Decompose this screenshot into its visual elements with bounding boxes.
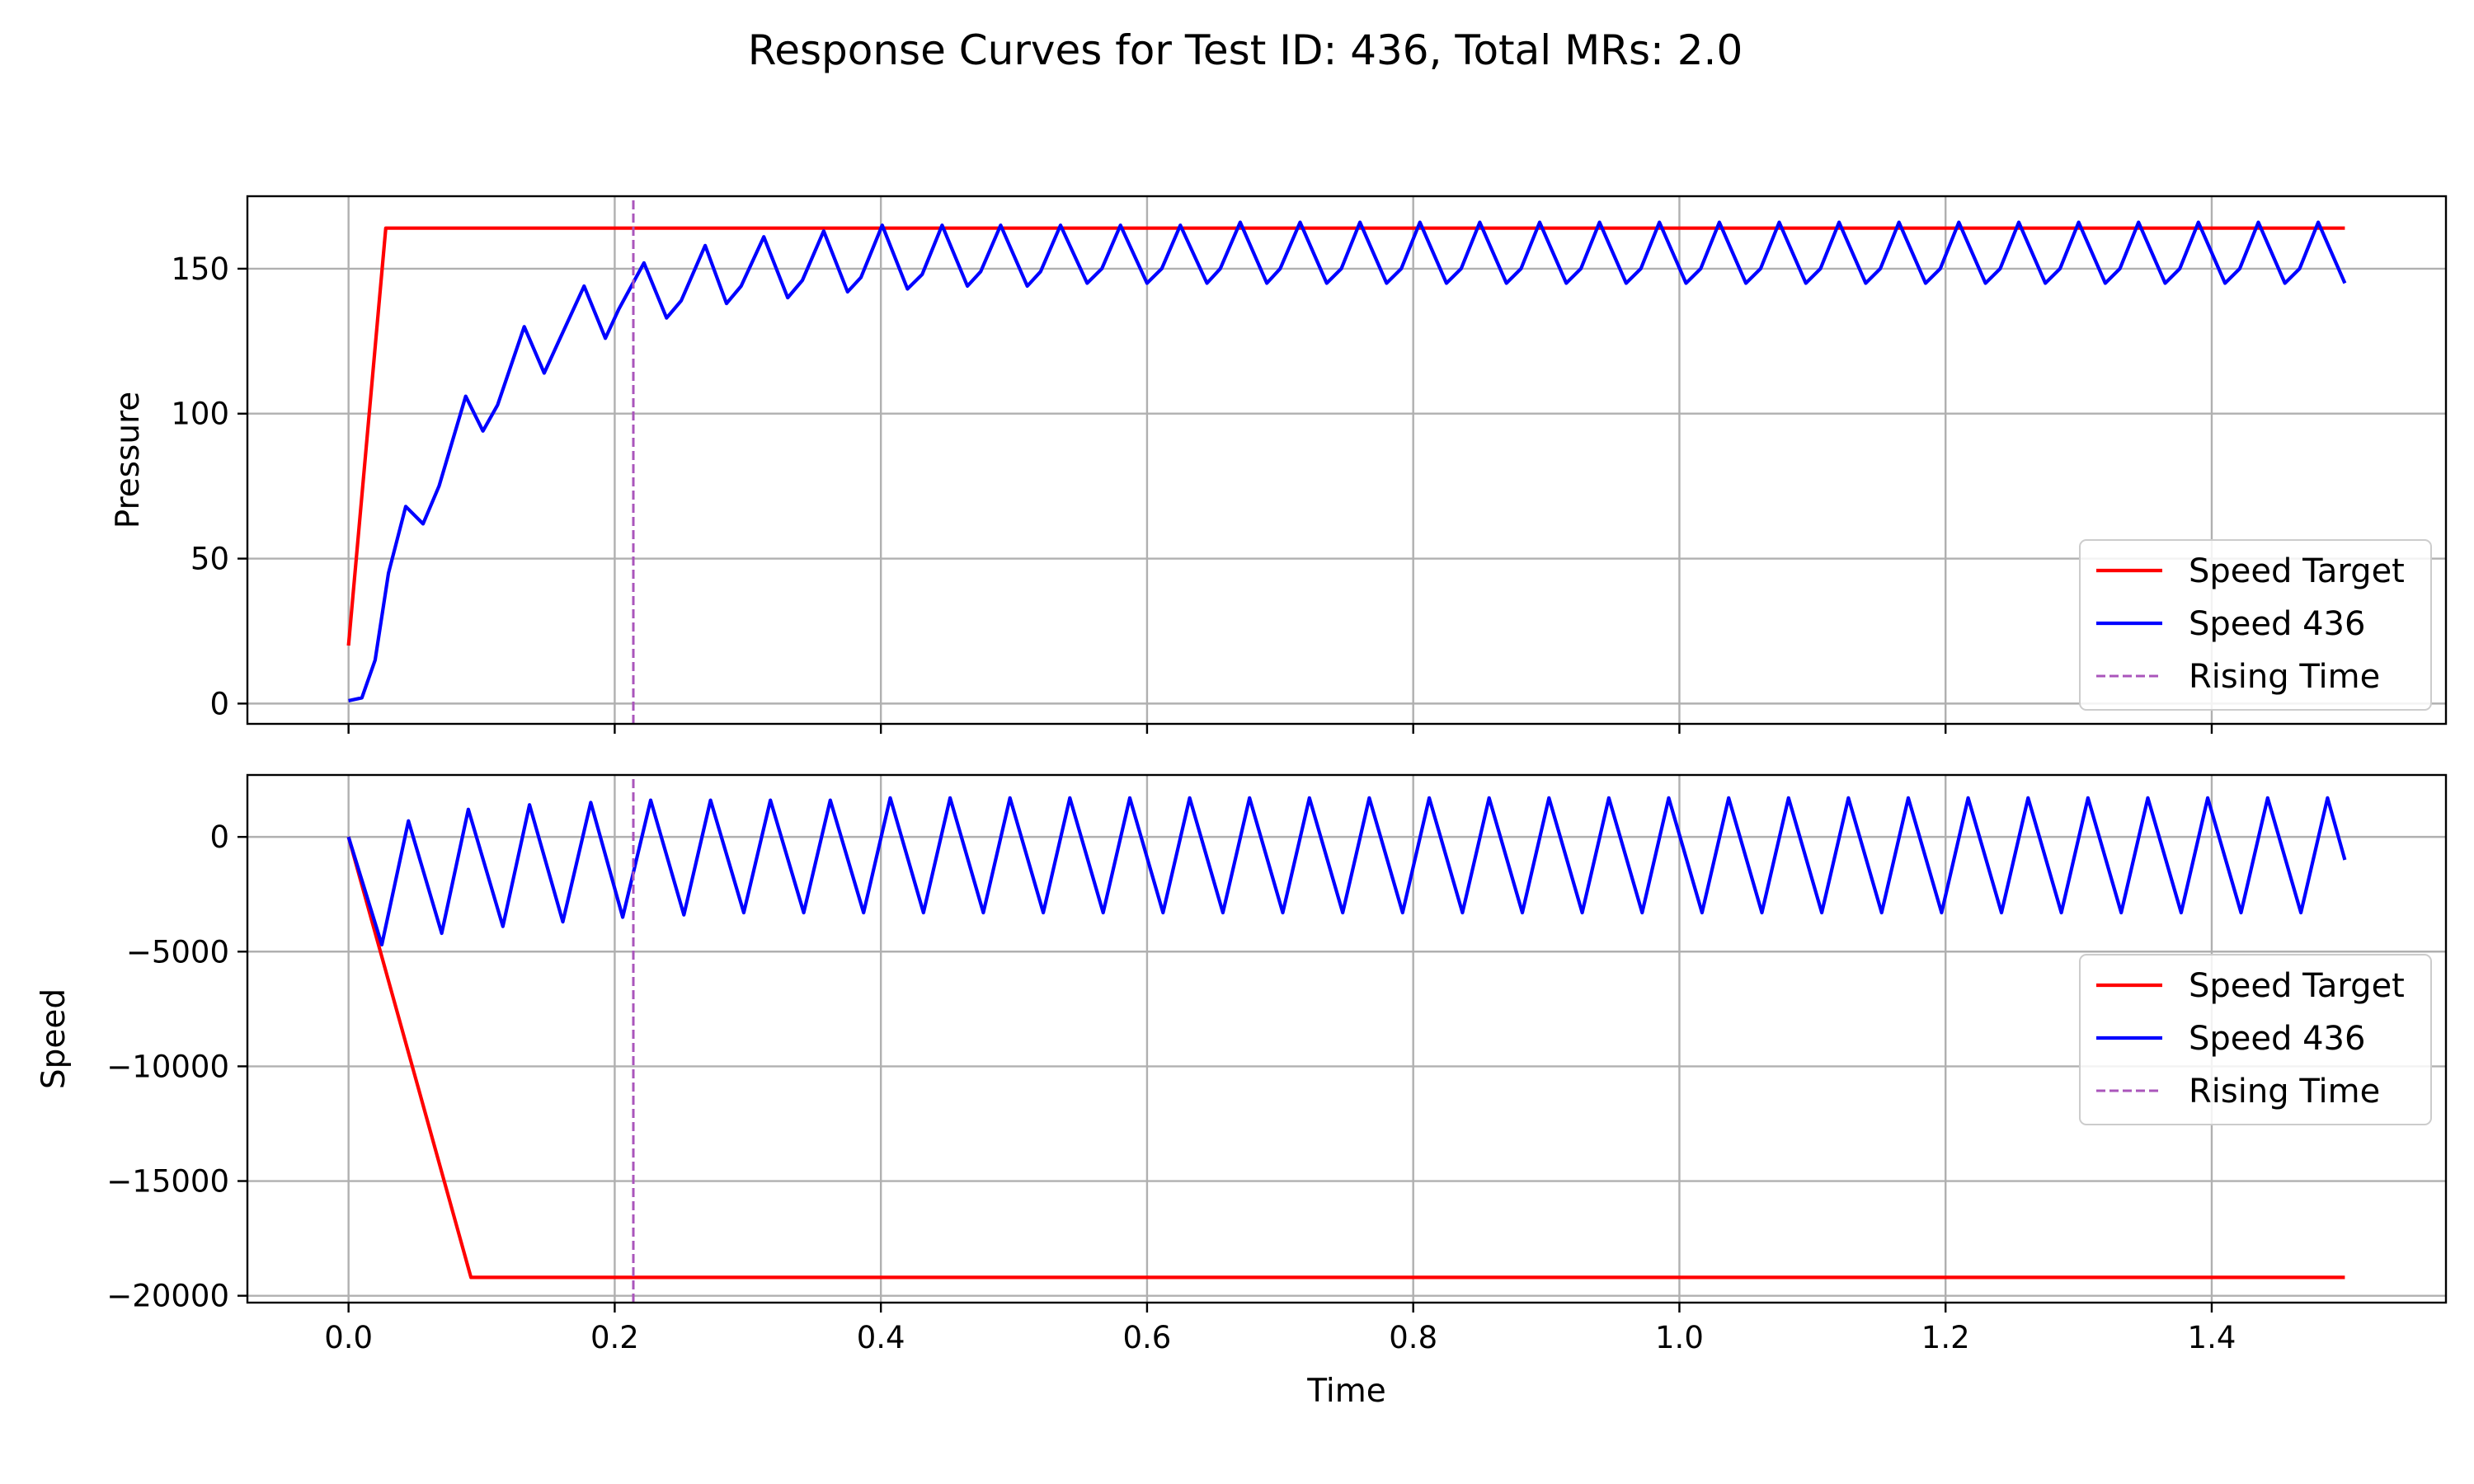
pressure-series-speed-436 xyxy=(348,220,2347,702)
speed-series-speed-target xyxy=(346,836,2345,1280)
figure-title: Response Curves for Test ID: 436, Total … xyxy=(748,26,1743,74)
subplots: 0 50 100 150 Pressure Speed Target Speed 436 Ri… xyxy=(35,195,2448,1410)
speed-series-speed-436 xyxy=(346,796,2347,947)
speed-y-tick-label: −5000 xyxy=(126,934,229,970)
speed-x-tick-label: 1.4 xyxy=(2188,1320,2236,1355)
speed-x-tick-label: 1.0 xyxy=(1655,1320,1704,1355)
pressure-legend: Speed Target Speed 436 Rising Time xyxy=(2079,539,2432,711)
speed-y-tick-label: −20000 xyxy=(106,1279,229,1314)
pressure-y-tick-label: 100 xyxy=(171,397,229,432)
pressure-subplot: 0 50 100 150 Pressure Speed Target Speed 436 Ri… xyxy=(110,195,2448,734)
pressure-series-speed-target xyxy=(346,226,2345,646)
pressure-y-tick-label: 0 xyxy=(209,686,229,721)
speed-legend-frame xyxy=(2079,954,2432,1125)
speed-legend-label: Rising Time xyxy=(2189,1073,2380,1111)
pressure-legend-frame xyxy=(2079,539,2432,711)
pressure-series-group xyxy=(346,196,2347,724)
pressure-y-tick-label: 50 xyxy=(190,542,229,577)
speed-axes-frame xyxy=(246,773,2448,1304)
pressure-y-axis-label: Pressure xyxy=(110,392,147,529)
pressure-legend-label: Speed Target xyxy=(2189,552,2405,590)
speed-x-tick-label: 0.2 xyxy=(590,1320,639,1355)
speed-y-tick-label: −15000 xyxy=(106,1164,229,1200)
speed-subplot: 0.0 0.2 0.4 0.6 0.8 1.0 1.2 1.4 0 −5000 −10000 −150… xyxy=(35,773,2448,1410)
speed-y-tick-label: 0 xyxy=(209,819,229,855)
speed-legend-label: Speed 436 xyxy=(2189,1020,2365,1058)
pressure-legend-label: Speed 436 xyxy=(2189,605,2365,643)
speed-x-tick-label: 0.6 xyxy=(1123,1320,1172,1355)
speed-x-tick-label: 0.8 xyxy=(1389,1320,1437,1355)
speed-legend-label: Speed Target xyxy=(2189,967,2405,1005)
pressure-axes-frame xyxy=(246,195,2448,726)
speed-x-tick-label: 0.4 xyxy=(857,1320,905,1355)
speed-x-axis-label: Time xyxy=(1306,1373,1385,1410)
speed-x-tick-label: 0.0 xyxy=(324,1320,373,1355)
pressure-y-tick-label: 150 xyxy=(171,251,229,287)
speed-y-tick-label: −10000 xyxy=(106,1049,229,1084)
speed-x-tick-label: 1.2 xyxy=(1921,1320,1970,1355)
speed-y-axis-label: Speed xyxy=(35,989,73,1089)
speed-series-group xyxy=(346,775,2347,1303)
pressure-legend-label: Rising Time xyxy=(2189,658,2380,696)
speed-legend: Speed Target Speed 436 Rising Time xyxy=(2079,954,2432,1125)
